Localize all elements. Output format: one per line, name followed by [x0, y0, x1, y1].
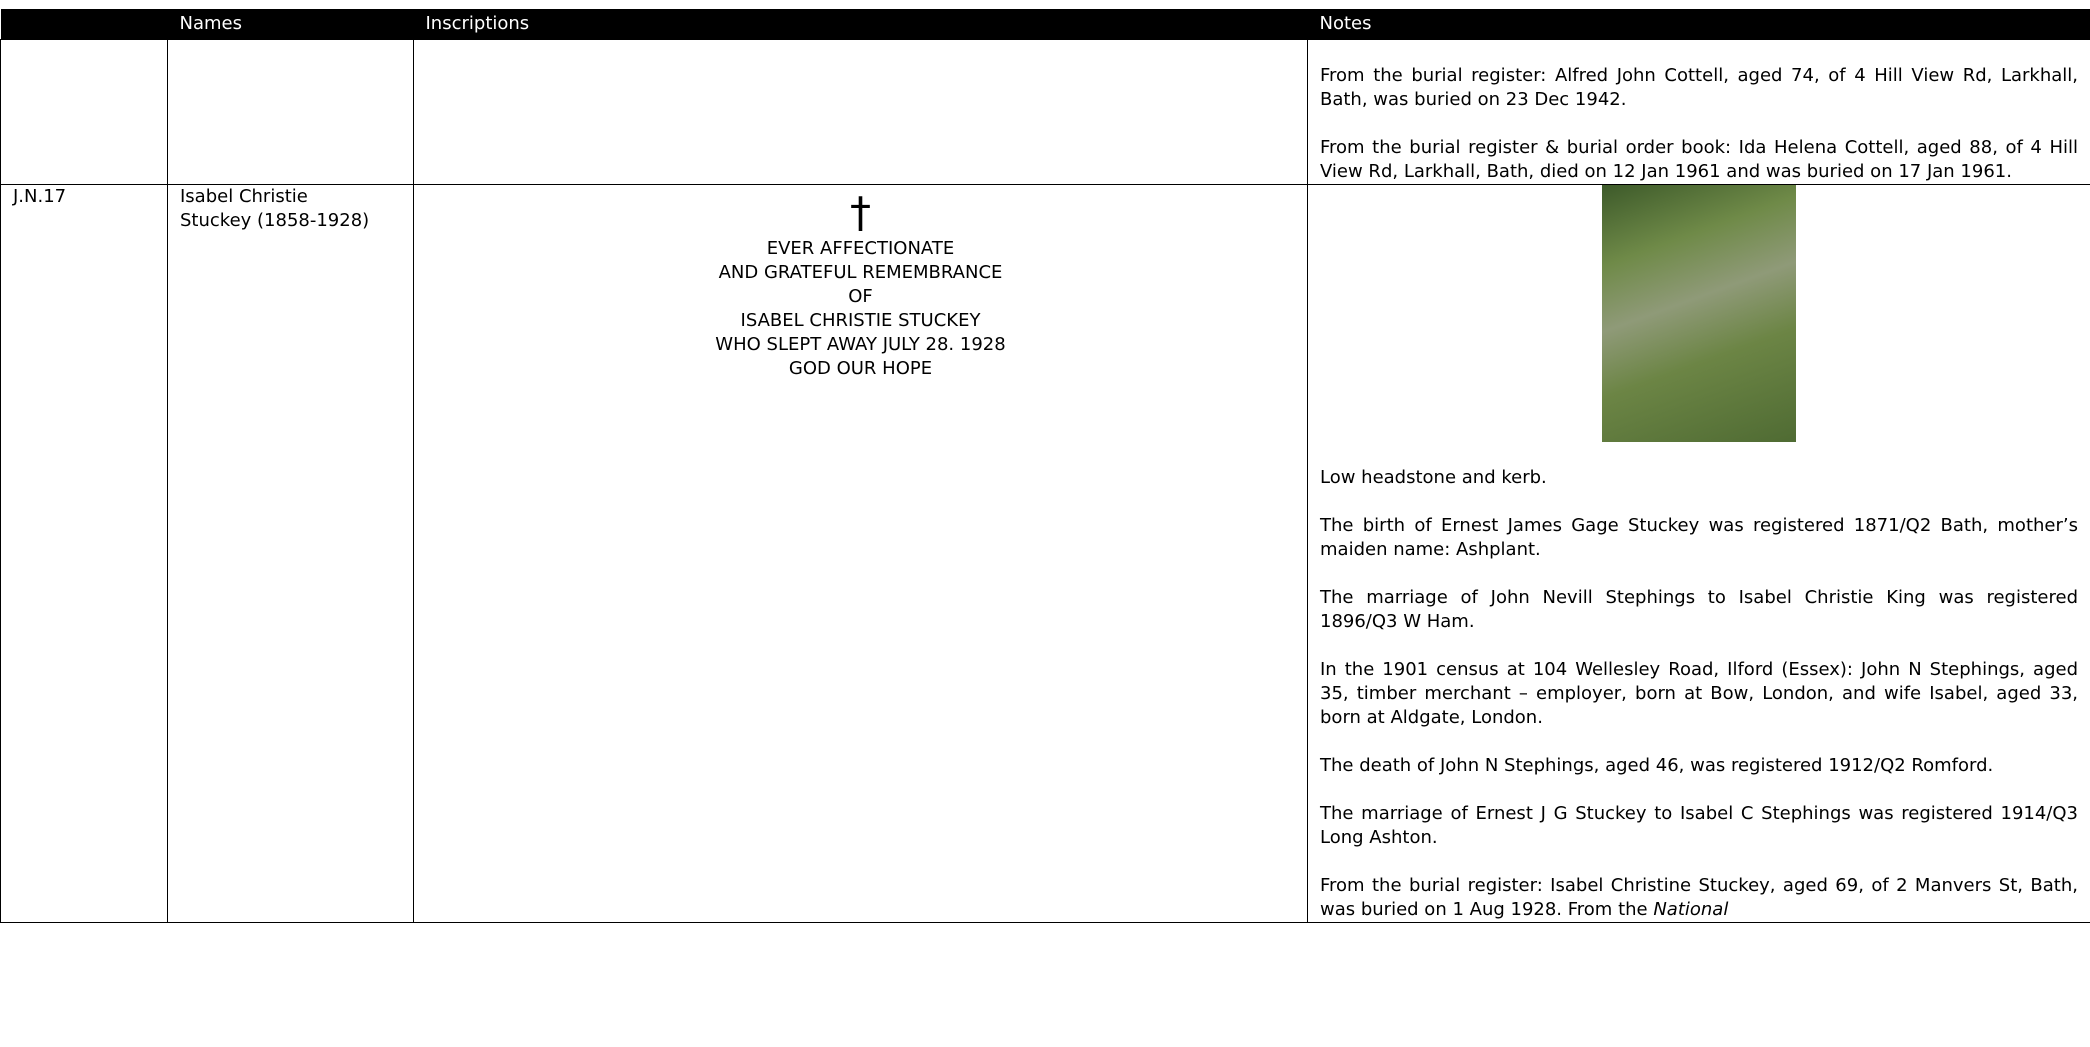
note-text: The birth of Ernest James Gage Stuckey w…: [1320, 515, 2078, 560]
note-text: The marriage of John Nevill Stephings to…: [1320, 587, 2078, 632]
column-header: Names: [167, 9, 414, 40]
grave-photo: [1602, 185, 1796, 442]
note-paragraph: From the burial register: Isabel Christi…: [1320, 874, 2078, 922]
table-row: From the burial register: Alfred John Co…: [0, 39, 2090, 185]
note-paragraph: The birth of Ernest James Gage Stuckey w…: [1320, 514, 2078, 562]
note-text: The marriage of Ernest J G Stuckey to Is…: [1320, 803, 2078, 848]
inscription-line: WHO SLEPT AWAY JULY 28. 1928: [715, 334, 1006, 355]
note-paragraph: In the 1901 census at 104 Wellesley Road…: [1320, 658, 2078, 730]
note-text: From the burial register: Isabel Christi…: [1320, 875, 2078, 920]
note-paragraph: The marriage of John Nevill Stephings to…: [1320, 586, 2078, 634]
notes-cell: Low headstone and kerb. The birth of Erne…: [1307, 184, 2090, 923]
note-text: Low headstone and kerb.: [1320, 467, 1547, 488]
notes-cell: From the burial register: Alfred John Co…: [1307, 39, 2090, 185]
note-text: From the burial register: Alfred John Co…: [1320, 65, 2078, 110]
name-line: Isabel Christie: [180, 186, 308, 207]
inscription-line: OF: [848, 286, 873, 307]
note-paragraph: Low headstone and kerb.: [1320, 466, 2078, 490]
table-body: From the burial register: Alfred John Co…: [0, 39, 2090, 923]
note-paragraph: The death of John N Stephings, aged 46, …: [1320, 754, 2078, 778]
column-header: Notes: [1307, 9, 2090, 40]
inscription-cell: † EVER AFFECTIONATE AND GRATEFUL REMEMBRAN…: [413, 184, 1308, 923]
name-line: Stuckey (1858-1928): [180, 210, 370, 231]
inscription-line: AND GRATEFUL REMEMBRANCE: [718, 262, 1003, 283]
note-italic: National: [1653, 899, 1729, 920]
header-row: Names Inscriptions Notes: [0, 9, 2090, 40]
note-paragraph: From the burial register & burial order …: [1320, 136, 2078, 184]
table-row: J.N.17 Isabel Christie Stuckey (1858-1928)…: [0, 184, 2090, 923]
names-cell: Isabel Christie Stuckey (1858-1928): [167, 184, 414, 923]
grave-ref: J.N.17: [0, 184, 168, 923]
note-text: From the burial register & burial order …: [1320, 137, 2078, 182]
note-paragraph: From the burial register: Alfred John Co…: [1320, 64, 2078, 112]
inscription-line: EVER AFFECTIONATE: [766, 238, 955, 259]
grave-ref: [0, 39, 168, 185]
column-header: [0, 9, 168, 40]
note-text: In the 1901 census at 104 Wellesley Road…: [1320, 659, 2078, 728]
burial-table: Names Inscriptions Notes From the burial r…: [0, 9, 2090, 923]
inscription-line: GOD OUR HOPE: [788, 358, 933, 379]
note-paragraph: The marriage of Ernest J G Stuckey to Is…: [1320, 802, 2078, 850]
cross-symbol: †: [850, 188, 871, 237]
inscription-line: ISABEL CHRISTIE STUCKEY: [740, 310, 981, 331]
names-cell: [167, 39, 414, 185]
inscription-cell: [413, 39, 1308, 185]
column-header: Inscriptions: [413, 9, 1308, 40]
note-text: The death of John N Stephings, aged 46, …: [1320, 755, 1994, 776]
